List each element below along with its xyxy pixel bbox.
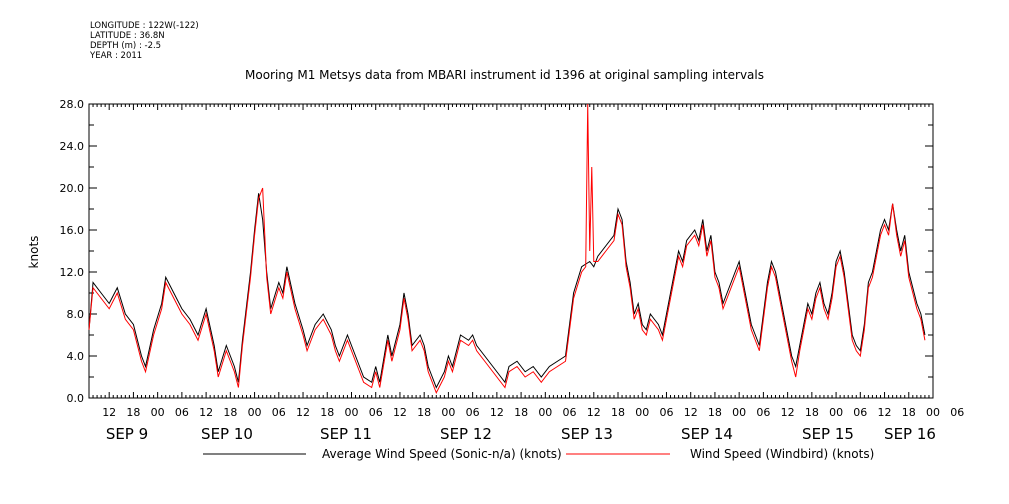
x-tick-label: 06 — [272, 406, 286, 419]
series-line-windbird — [88, 103, 926, 394]
longitude-label: LONGITUDE : 122W(-122) — [90, 21, 199, 31]
x-tick-label: 00 — [151, 406, 165, 419]
x-day-label: SEP 10 — [201, 425, 253, 443]
x-tick-label: 12 — [199, 406, 213, 419]
x-tick-label: 12 — [878, 406, 892, 419]
x-tick-label: 18 — [514, 406, 528, 419]
y-tick-label: 24.0 — [60, 140, 85, 153]
x-day-label: SEP 13 — [561, 425, 613, 443]
legend-label-windbird: Wind Speed (Windbird) (knots) — [690, 447, 874, 461]
x-day-label: SEP 12 — [440, 425, 492, 443]
x-tick-label: 06 — [659, 406, 673, 419]
x-tick-label: 06 — [756, 406, 770, 419]
x-tick-label: 18 — [708, 406, 722, 419]
x-tick-label: 00 — [344, 406, 358, 419]
x-tick-label: 00 — [635, 406, 649, 419]
y-tick-label: 8.0 — [67, 308, 85, 321]
x-tick-label: 12 — [296, 406, 310, 419]
y-tick-label: 4.0 — [67, 350, 85, 363]
x-tick-label: 18 — [417, 406, 431, 419]
x-tick-label: 18 — [126, 406, 140, 419]
x-tick-label: 12 — [102, 406, 116, 419]
x-tick-label: 00 — [248, 406, 262, 419]
x-tick-label: 12 — [393, 406, 407, 419]
x-tick-label: 18 — [805, 406, 819, 419]
legend-label-average: Average Wind Speed (Sonic-n/a) (knots) — [322, 447, 562, 461]
x-day-label: SEP 11 — [320, 425, 372, 443]
x-tick-label: 06 — [369, 406, 383, 419]
x-tick-label: 12 — [781, 406, 795, 419]
x-tick-label: 12 — [490, 406, 504, 419]
x-tick-label: 06 — [175, 406, 189, 419]
x-tick-label: 00 — [538, 406, 552, 419]
metadata-block: LONGITUDE : 122W(-122) LATITUDE : 36.8N … — [90, 21, 199, 61]
x-tick-label: 06 — [563, 406, 577, 419]
x-tick-label: 00 — [829, 406, 843, 419]
x-day-label: SEP 15 — [802, 425, 854, 443]
x-tick-label: 06 — [853, 406, 867, 419]
x-tick-label: 12 — [684, 406, 698, 419]
x-day-label: SEP 14 — [681, 425, 733, 443]
x-tick-label: 06 — [950, 406, 964, 419]
x-tick-label: 00 — [441, 406, 455, 419]
year-label: YEAR : 2011 — [90, 51, 143, 61]
x-tick-label: 12 — [587, 406, 601, 419]
y-tick-label: 20.0 — [60, 182, 85, 195]
x-tick-label: 18 — [320, 406, 334, 419]
y-axis: 0.0 4.0 8.0 12.0 16.0 20.0 24.0 28.0 — [60, 98, 933, 405]
depth-label: DEPTH (m) : -2.5 — [90, 41, 162, 51]
latitude-label: LATITUDE : 36.8N — [90, 31, 165, 41]
x-tick-label: 18 — [223, 406, 237, 419]
x-tick-label: 00 — [732, 406, 746, 419]
x-day-label: SEP 16 — [884, 425, 936, 443]
y-tick-label: 0.0 — [67, 392, 85, 405]
x-tick-label: 18 — [611, 406, 625, 419]
x-tick-label: 00 — [926, 406, 940, 419]
y-tick-label: 12.0 — [60, 266, 85, 279]
y-tick-label: 16.0 — [60, 224, 85, 237]
y-tick-label: 28.0 — [60, 98, 85, 111]
x-tick-label: 06 — [466, 406, 480, 419]
chart-title: Mooring M1 Metsys data from MBARI instru… — [245, 68, 764, 82]
x-axis: 12 18 00 06 12 18 00 06 12 18 00 06 12 18 00 06 12 18 00 06… — [88, 104, 964, 443]
series-line-average-wind — [88, 193, 926, 389]
x-tick-label: 18 — [902, 406, 916, 419]
legend: Average Wind Speed (Sonic-n/a) (knots) W… — [203, 447, 874, 461]
series-group — [88, 103, 926, 394]
y-axis-label: knots — [27, 236, 41, 269]
x-day-label: SEP 9 — [106, 425, 148, 443]
